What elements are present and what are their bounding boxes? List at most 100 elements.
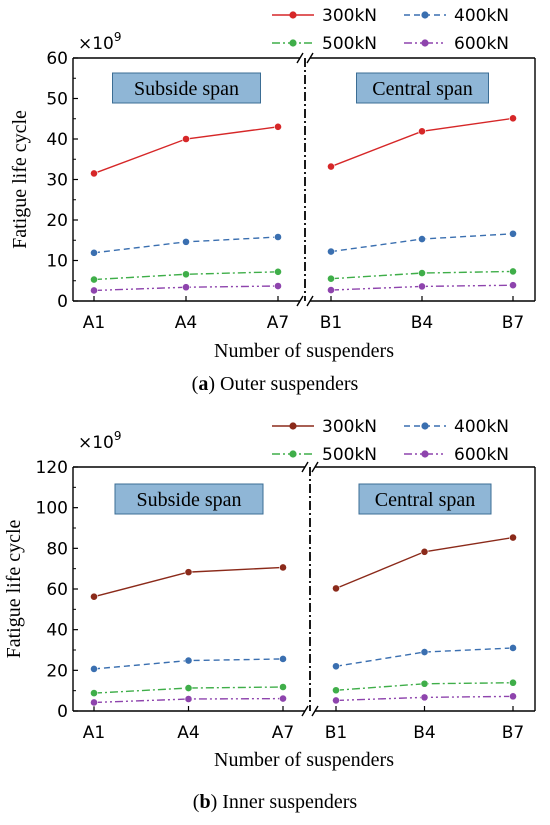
data-point bbox=[274, 233, 282, 241]
legend-label: 400kN bbox=[454, 6, 509, 26]
data-point bbox=[327, 274, 335, 283]
series-500kN bbox=[90, 678, 517, 698]
x-tick-label: B7 bbox=[502, 313, 524, 333]
figure-caption: (b) Inner suspenders bbox=[193, 791, 358, 813]
y-axis-label: Fatigue life cycle bbox=[9, 110, 31, 249]
data-point bbox=[509, 114, 517, 123]
legend-marker bbox=[289, 422, 297, 430]
legend-marker bbox=[421, 450, 429, 458]
data-point bbox=[279, 655, 287, 663]
x-tick-label: B1 bbox=[325, 723, 347, 743]
y-tick-label: 50 bbox=[46, 90, 68, 110]
axis-break-mark bbox=[301, 705, 309, 717]
data-point bbox=[274, 122, 282, 131]
legend-label: 400kN bbox=[454, 417, 509, 437]
legend-marker bbox=[289, 11, 297, 19]
span-label-box bbox=[358, 483, 492, 515]
data-point bbox=[184, 684, 193, 692]
axis-break-mark bbox=[296, 52, 304, 64]
data-point bbox=[509, 229, 517, 238]
data-point bbox=[509, 678, 517, 687]
data-point bbox=[327, 162, 335, 171]
span-label: Subside span bbox=[134, 78, 239, 100]
series-line bbox=[335, 536, 514, 590]
data-point bbox=[182, 283, 190, 292]
y-tick-label: 0 bbox=[57, 292, 68, 312]
y-tick-label: 40 bbox=[46, 130, 68, 150]
data-point bbox=[420, 693, 429, 702]
span-label: Central span bbox=[375, 489, 476, 511]
data-point bbox=[418, 269, 426, 277]
data-point bbox=[182, 270, 190, 279]
chart-panel-b: 0 20 40 60 80 100 120 A1 A4 A7 Subside span B1 B4 B7 C… bbox=[3, 417, 536, 813]
series-600kN bbox=[90, 692, 517, 707]
data-point bbox=[182, 135, 190, 143]
series-line bbox=[330, 117, 514, 168]
legend-label: 600kN bbox=[454, 34, 509, 54]
series-300kN bbox=[90, 114, 517, 178]
data-point bbox=[90, 698, 98, 707]
series-line bbox=[93, 285, 279, 292]
data-point bbox=[184, 656, 193, 665]
data-point bbox=[279, 694, 287, 703]
legend-marker bbox=[289, 450, 297, 458]
axis-break-mark bbox=[306, 52, 314, 64]
data-point bbox=[90, 169, 98, 178]
data-point bbox=[274, 282, 282, 290]
series-600kN bbox=[90, 281, 517, 295]
legend-label: 600kN bbox=[454, 445, 509, 465]
data-point bbox=[279, 563, 287, 572]
series-500kN bbox=[90, 267, 517, 284]
series-300kN bbox=[90, 533, 517, 601]
series-line bbox=[335, 682, 514, 691]
y-tick-label: 20 bbox=[46, 211, 68, 231]
legend-marker bbox=[421, 422, 429, 430]
span-label: Subside span bbox=[137, 489, 242, 511]
data-point bbox=[418, 282, 426, 291]
y-tick-label: 60 bbox=[46, 49, 68, 69]
legend-marker bbox=[421, 11, 429, 19]
legend-marker bbox=[421, 39, 429, 47]
data-point bbox=[332, 662, 340, 671]
legend-label: 300kN bbox=[322, 417, 377, 437]
data-point bbox=[90, 689, 98, 698]
data-point bbox=[509, 644, 517, 652]
y-multiplier: ×109 bbox=[78, 429, 122, 453]
y-tick-label: 10 bbox=[46, 252, 68, 272]
data-point bbox=[418, 235, 426, 243]
x-tick-label: A1 bbox=[83, 723, 105, 743]
data-point bbox=[332, 686, 340, 695]
axis-break-mark bbox=[311, 705, 319, 717]
data-point bbox=[332, 696, 340, 705]
data-point bbox=[418, 127, 426, 136]
axis-break-mark bbox=[301, 461, 309, 473]
data-point bbox=[184, 568, 193, 577]
y-tick-label: 120 bbox=[36, 458, 68, 478]
x-tick-label: A7 bbox=[272, 723, 294, 743]
data-point bbox=[90, 286, 98, 295]
y-tick-label: 20 bbox=[46, 661, 68, 681]
span-label-box bbox=[114, 483, 264, 515]
y-tick-label: 40 bbox=[46, 621, 68, 641]
axis-break-mark bbox=[296, 295, 304, 307]
x-tick-label: A7 bbox=[267, 313, 289, 333]
data-point bbox=[509, 533, 517, 542]
series-400kN bbox=[90, 644, 517, 673]
data-point bbox=[420, 679, 429, 688]
axis-break-mark bbox=[306, 295, 314, 307]
legend-label: 500kN bbox=[322, 34, 377, 54]
y-tick-label: 100 bbox=[36, 499, 68, 519]
legend-marker bbox=[289, 39, 297, 47]
x-tick-label: A4 bbox=[175, 313, 197, 333]
x-axis-label: Number of suspenders bbox=[214, 340, 394, 362]
data-point bbox=[90, 665, 98, 673]
data-point bbox=[274, 267, 282, 276]
data-point bbox=[509, 267, 517, 276]
y-axis-label: Fatigue life cycle bbox=[3, 519, 25, 658]
y-tick-label: 30 bbox=[46, 171, 68, 191]
series-400kN bbox=[90, 229, 517, 257]
data-point bbox=[90, 592, 98, 601]
data-point bbox=[90, 248, 98, 257]
data-point bbox=[327, 247, 335, 256]
